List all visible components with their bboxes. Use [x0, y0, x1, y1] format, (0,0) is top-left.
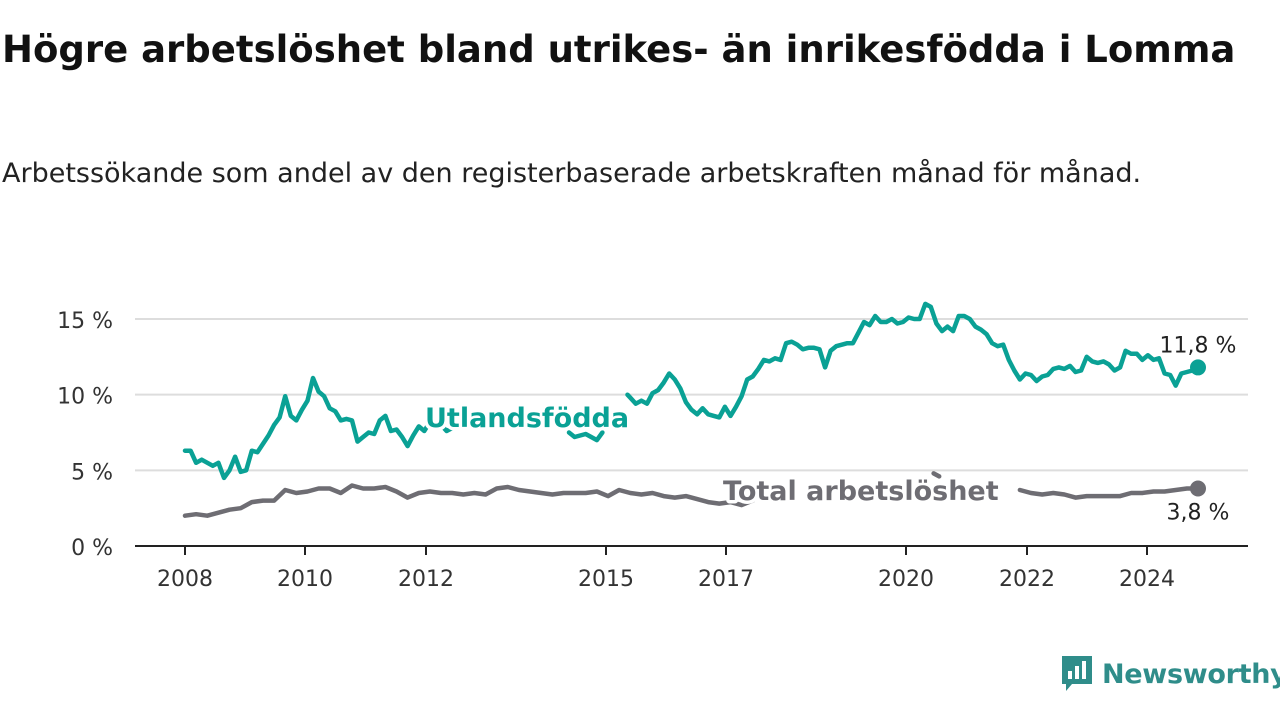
grid-lines: [135, 318, 1248, 472]
y-tick-label: 10 %: [57, 385, 113, 410]
x-tick-label: 2015: [578, 567, 634, 592]
newsworthy-logo-icon: [1062, 656, 1092, 691]
series-labels: 11,8 % 3,8 % Utlandsfödda Total arbetslöshe…: [422, 333, 1237, 525]
series-line-foreign: [566, 430, 605, 443]
y-tick-label: 15 %: [57, 309, 113, 334]
series-lines: [182, 301, 1206, 518]
end-point-foreign: [1190, 359, 1206, 376]
series-name-label-total: Total arbetslöshet: [723, 476, 999, 507]
y-tick-label: 0 %: [71, 536, 113, 561]
x-tick-label: 2008: [157, 567, 213, 592]
x-tick-label: 2022: [999, 567, 1055, 592]
x-tick-label: 2012: [398, 567, 454, 592]
end-point-total: [1190, 480, 1206, 497]
y-tick-label: 5 %: [71, 460, 113, 485]
series-line-foreign: [625, 301, 1201, 420]
brand-name: Newsworthy: [1102, 658, 1280, 690]
end-value-label-foreign: 11,8 %: [1160, 333, 1237, 358]
series-line-foreign: [182, 375, 455, 481]
series-line-total: [1017, 486, 1201, 500]
series-line-total: [931, 471, 942, 479]
x-axis-ticks: 2008 2010 2012 2015 2017 2020 2022 2024: [157, 546, 1175, 592]
chart-subtitle: Arbetssökande som andel av den registerb…: [2, 158, 1142, 189]
x-tick-label: 2024: [1119, 567, 1175, 592]
brand-logo: Newsworthy: [1060, 654, 1280, 694]
x-tick-label: 2010: [277, 567, 333, 592]
end-value-label-total: 3,8 %: [1167, 500, 1230, 525]
series-line-total: [182, 483, 755, 518]
chart-title: Högre arbetslöshet bland utrikes- än inr…: [2, 28, 1236, 71]
x-tick-label: 2020: [878, 567, 934, 592]
series-name-label-foreign: Utlandsfödda: [425, 403, 629, 434]
x-tick-label: 2017: [698, 567, 754, 592]
y-axis-ticks: 0 % 5 % 10 % 15 %: [57, 309, 113, 561]
